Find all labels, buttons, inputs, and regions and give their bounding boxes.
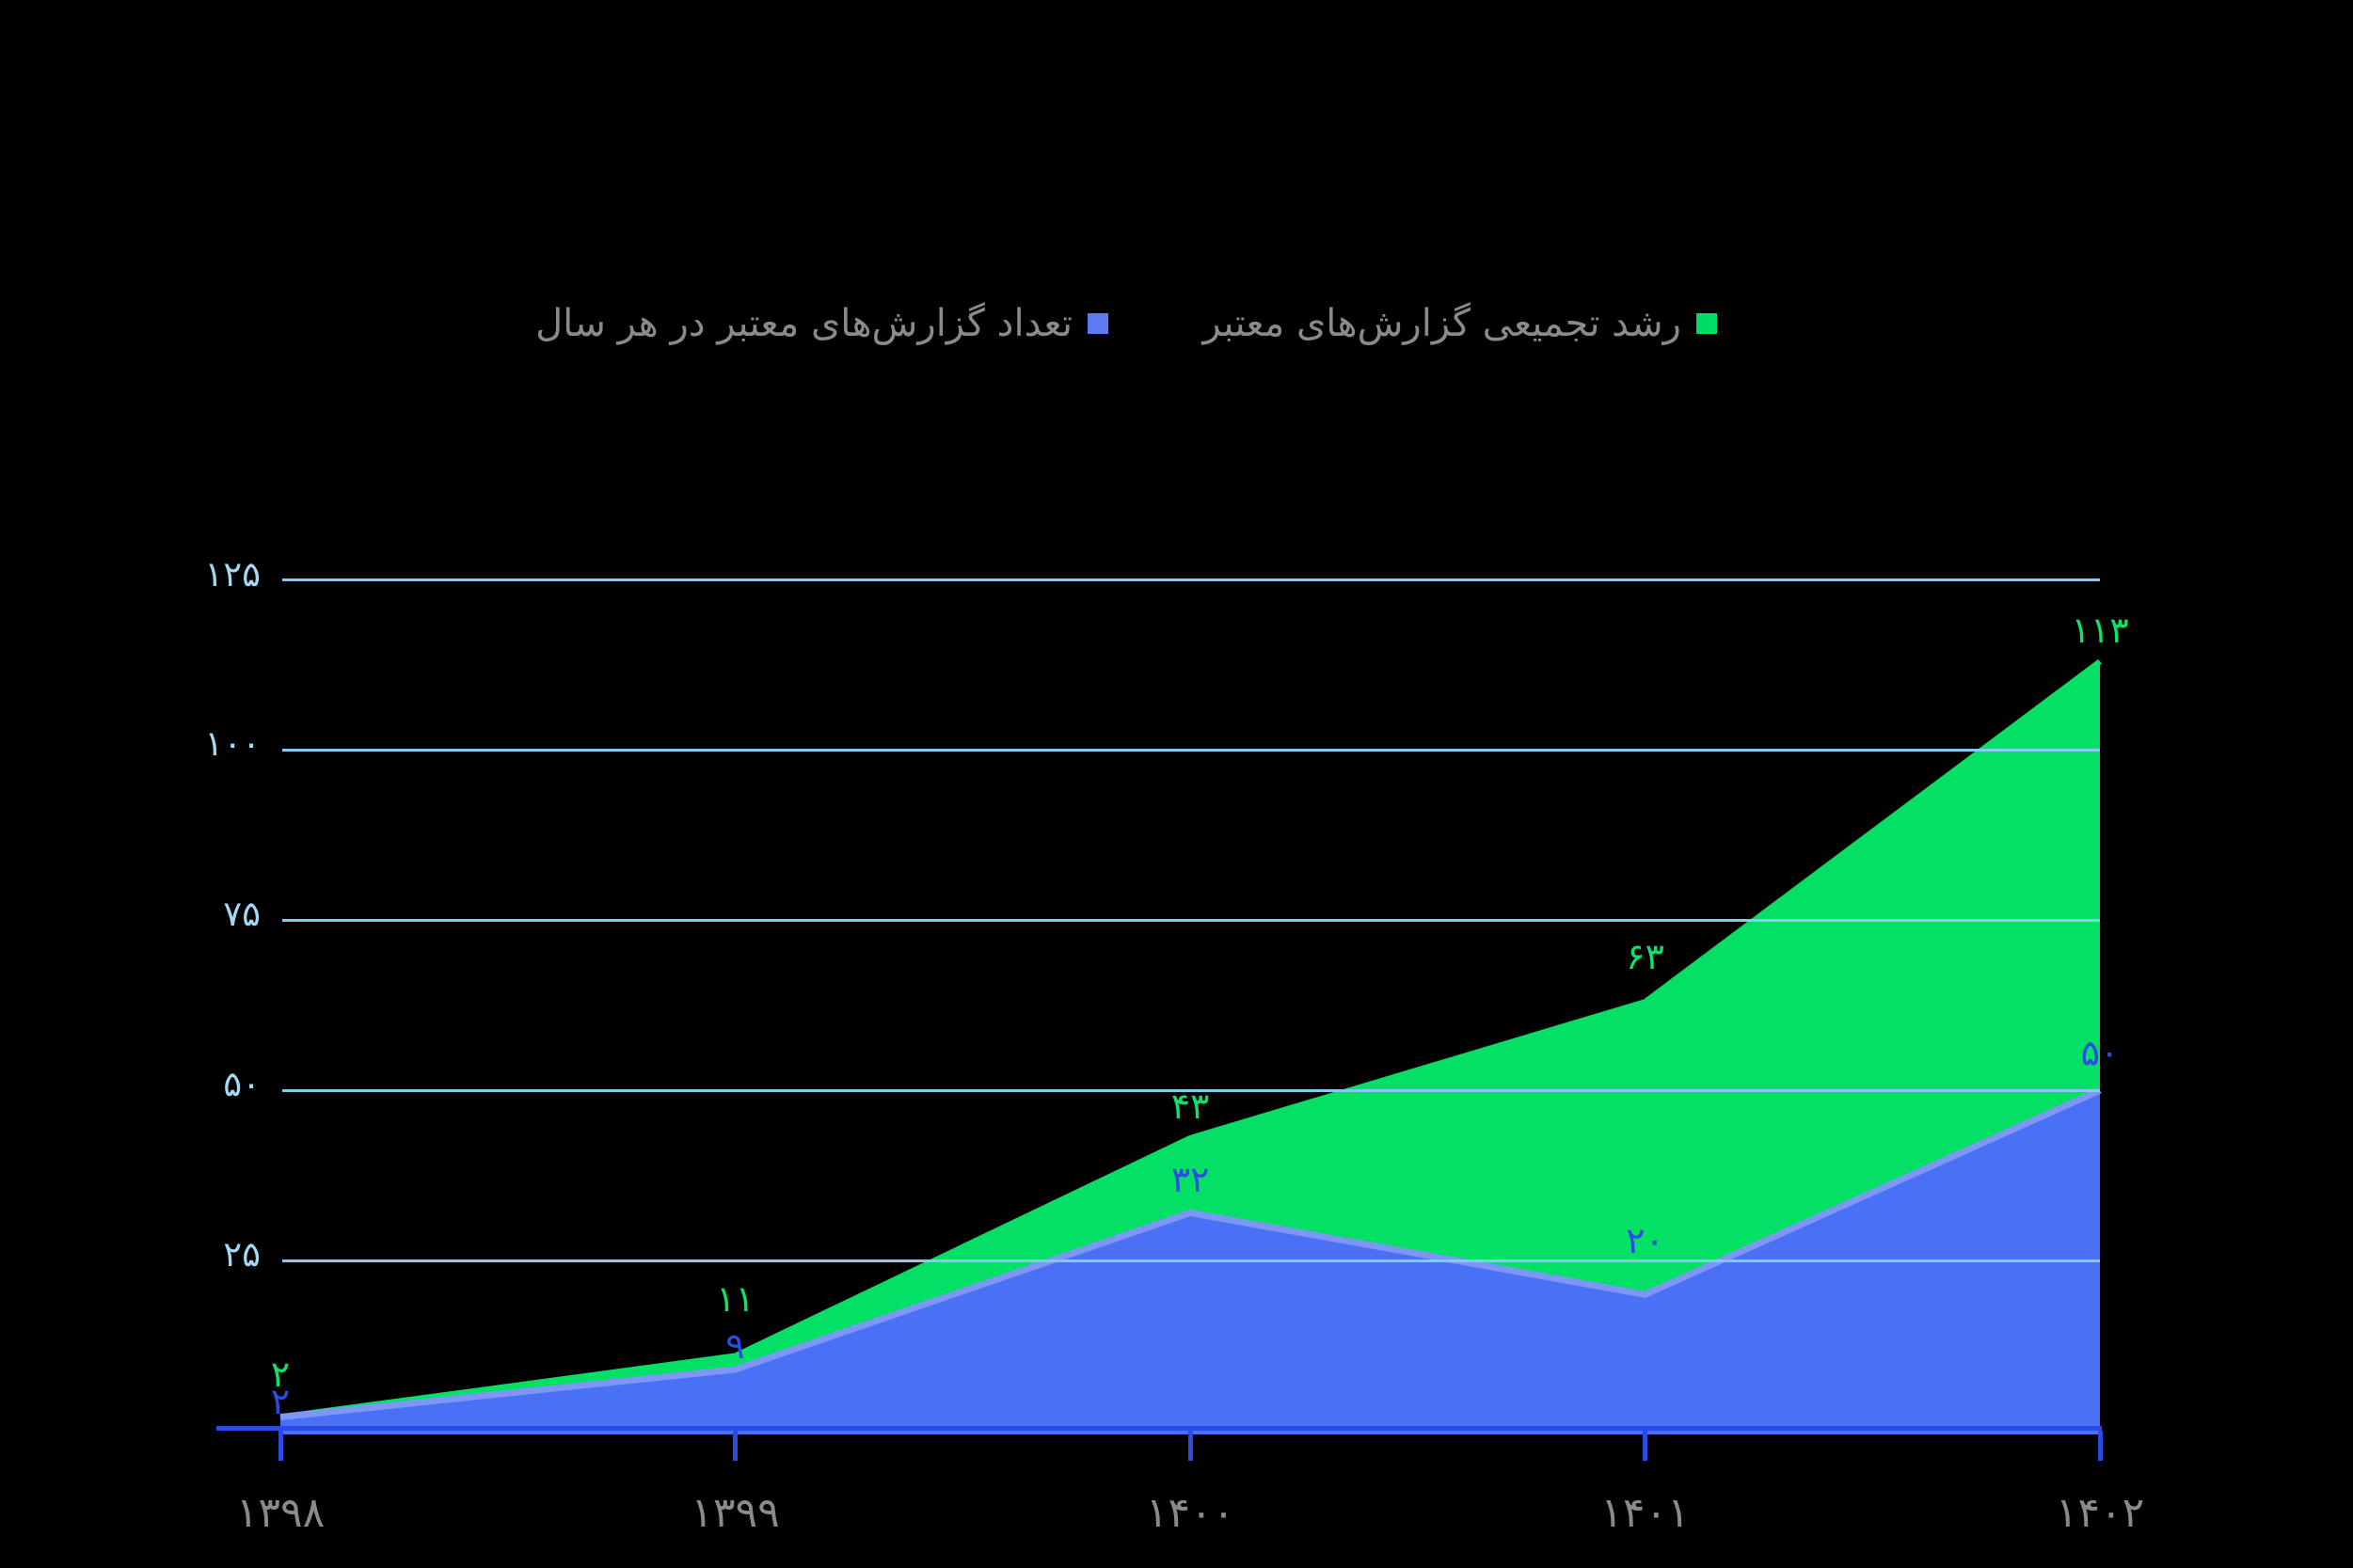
legend-swatch-cumulative-icon [1696,313,1717,334]
point-label-yearly-0: ۲ [270,1380,291,1422]
area-cumulative [280,661,2100,1434]
x-tick-4 [2097,1431,2103,1461]
point-label-cumulative-2: ۴۳ [1170,1085,1210,1127]
x-tick-label-1: ۱۳۹۹ [691,1489,780,1537]
x-axis-line [216,1426,2102,1431]
x-tick-label-3: ۱۴۰۱ [1600,1489,1690,1537]
gridline-125 [282,578,2100,581]
x-tick-3 [1643,1431,1647,1461]
point-label-yearly-3: ۲۰ [1626,1220,1664,1262]
point-label-cumulative-4: ۱۱۳ [2071,610,2129,652]
y-tick-label-125: ۱۲۵ [204,553,261,594]
x-tick-label-0: ۱۳۹۸ [235,1489,326,1537]
gridline-50 [282,1088,2100,1092]
gridline-25 [282,1259,2100,1262]
legend-swatch-yearly-icon [1088,313,1108,334]
x-tick-label-4: ۱۴۰۲ [2055,1489,2145,1537]
gridline-100 [282,748,2100,752]
x-tick-0 [278,1431,283,1461]
line-cumulative [279,658,2102,1420]
point-label-cumulative-0: ۲ [270,1353,291,1395]
legend-item-yearly[interactable]: تعداد گزارش‌های معتبر در هر سال [535,303,1108,344]
line-yearly [279,1087,2102,1420]
gridline-75 [282,918,2100,922]
y-tick-label-100: ۱۰۰ [204,723,261,765]
x-tick-label-2: ۱۴۰۰ [1145,1489,1235,1537]
legend-label-yearly: تعداد گزارش‌های معتبر در هر سال [535,302,1073,345]
point-label-yearly-1: ۹ [725,1324,745,1367]
x-tick-2 [1187,1431,1193,1461]
point-label-yearly-4: ۵۰ [2080,1032,2120,1074]
point-label-yearly-2: ۳۲ [1170,1159,1210,1201]
x-tick-1 [733,1431,738,1461]
legend-label-cumulative: رشد تجمیعی گزارش‌های معتبر [1202,302,1681,345]
y-tick-label-75: ۷۵ [223,894,261,935]
legend-item-cumulative[interactable]: رشد تجمیعی گزارش‌های معتبر [1202,303,1717,344]
point-label-cumulative-1: ۱۱ [716,1278,755,1321]
y-tick-label-25: ۲۵ [223,1234,261,1275]
point-label-cumulative-3: ۶۳ [1626,936,1664,978]
area-yearly [280,1090,2100,1434]
y-tick-label-50: ۵۰ [223,1064,261,1105]
